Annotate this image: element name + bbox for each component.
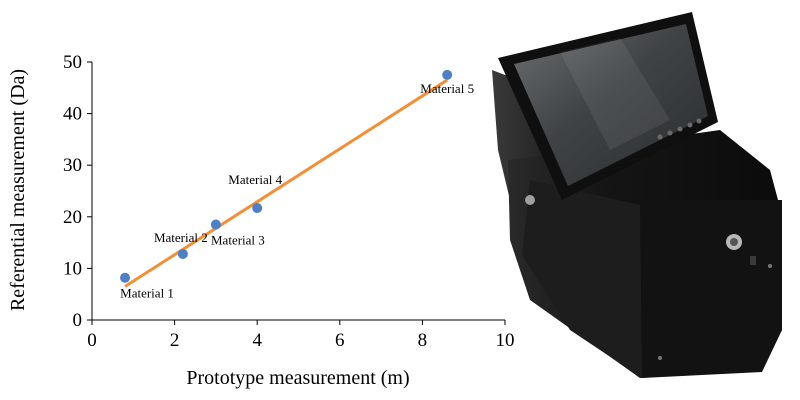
x-tick-label: 2 (170, 330, 180, 351)
data-point (177, 248, 188, 259)
y-tick-label: 50 (63, 52, 82, 73)
point-label: Material 1 (120, 286, 174, 301)
screw-icon (768, 264, 772, 268)
x-tick-label: 0 (87, 330, 97, 351)
screen-reflection (560, 38, 670, 150)
y-tick-label: 10 (63, 258, 82, 279)
point-label: Material 5 (420, 81, 474, 96)
side-connector-icon (525, 195, 535, 205)
y-tick-label: 0 (73, 310, 83, 331)
point-label: Material 2 (154, 230, 208, 245)
data-point (442, 69, 453, 80)
device-front-panel (522, 180, 642, 378)
data-point (120, 272, 131, 283)
data-point (252, 203, 263, 214)
data-points (120, 69, 453, 283)
trendline (124, 78, 448, 288)
y-axis-title: Referential measurement (Da) (7, 69, 29, 311)
screw-icon (658, 356, 662, 360)
data-point (210, 219, 221, 230)
x-axis-title: Prototype measurement (m) (186, 367, 409, 389)
x-tick-label: 4 (252, 330, 262, 351)
device-screen (514, 24, 708, 186)
port-icon (750, 256, 756, 265)
screen-buttons (657, 118, 702, 140)
connector-icon (726, 234, 742, 250)
x-tick-label: 6 (335, 330, 345, 351)
x-tick-label: 8 (418, 330, 428, 351)
point-label: Material 4 (228, 172, 282, 187)
point-labels: Material 1 Material 2 Material 3 Material 4… (120, 81, 474, 301)
y-tick-label: 30 (63, 155, 82, 176)
chart-axes: 0 10 20 30 40 50 0 2 4 6 8 10 (63, 52, 515, 351)
x-tick-label: 10 (496, 330, 515, 351)
y-tick-label: 40 (63, 104, 82, 125)
y-tick-label: 20 (63, 207, 82, 228)
device-photo (492, 12, 782, 378)
point-label: Material 3 (211, 233, 265, 248)
trendline-group (124, 78, 448, 288)
